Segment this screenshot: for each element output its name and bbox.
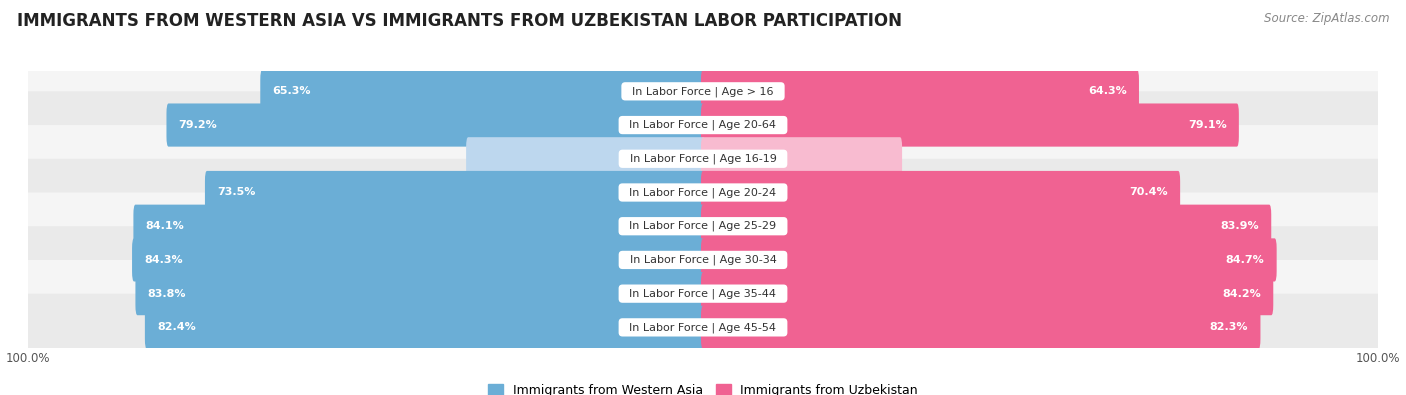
Text: 84.7%: 84.7% <box>1226 255 1264 265</box>
FancyBboxPatch shape <box>702 103 1239 147</box>
Text: In Labor Force | Age 20-64: In Labor Force | Age 20-64 <box>623 120 783 130</box>
Text: Source: ZipAtlas.com: Source: ZipAtlas.com <box>1264 12 1389 25</box>
Text: 84.3%: 84.3% <box>145 255 183 265</box>
Text: In Labor Force | Age 35-44: In Labor Force | Age 35-44 <box>623 288 783 299</box>
Text: IMMIGRANTS FROM WESTERN ASIA VS IMMIGRANTS FROM UZBEKISTAN LABOR PARTICIPATION: IMMIGRANTS FROM WESTERN ASIA VS IMMIGRAN… <box>17 12 901 30</box>
FancyBboxPatch shape <box>132 238 704 282</box>
Text: In Labor Force | Age 25-29: In Labor Force | Age 25-29 <box>623 221 783 231</box>
FancyBboxPatch shape <box>25 293 1381 361</box>
Text: 82.4%: 82.4% <box>157 322 195 332</box>
FancyBboxPatch shape <box>134 205 704 248</box>
Text: 64.3%: 64.3% <box>1088 87 1126 96</box>
Text: In Labor Force | Age 45-54: In Labor Force | Age 45-54 <box>623 322 783 333</box>
FancyBboxPatch shape <box>702 205 1271 248</box>
Text: In Labor Force | Age 16-19: In Labor Force | Age 16-19 <box>623 154 783 164</box>
Text: 83.8%: 83.8% <box>148 289 186 299</box>
FancyBboxPatch shape <box>702 70 1139 113</box>
FancyBboxPatch shape <box>25 58 1381 125</box>
Text: 79.2%: 79.2% <box>179 120 218 130</box>
FancyBboxPatch shape <box>25 125 1381 192</box>
Text: 34.8%: 34.8% <box>659 154 697 164</box>
FancyBboxPatch shape <box>702 238 1277 282</box>
FancyBboxPatch shape <box>135 272 704 315</box>
Text: 83.9%: 83.9% <box>1220 221 1260 231</box>
Text: 82.3%: 82.3% <box>1209 322 1249 332</box>
Text: In Labor Force | Age 30-34: In Labor Force | Age 30-34 <box>623 255 783 265</box>
FancyBboxPatch shape <box>25 260 1381 327</box>
FancyBboxPatch shape <box>166 103 704 147</box>
FancyBboxPatch shape <box>702 171 1180 214</box>
Legend: Immigrants from Western Asia, Immigrants from Uzbekistan: Immigrants from Western Asia, Immigrants… <box>482 379 924 395</box>
FancyBboxPatch shape <box>145 306 704 349</box>
FancyBboxPatch shape <box>260 70 704 113</box>
FancyBboxPatch shape <box>702 306 1260 349</box>
FancyBboxPatch shape <box>205 171 704 214</box>
FancyBboxPatch shape <box>702 137 903 181</box>
FancyBboxPatch shape <box>25 159 1381 226</box>
Text: 70.4%: 70.4% <box>1129 188 1168 198</box>
Text: 29.2%: 29.2% <box>709 154 747 164</box>
FancyBboxPatch shape <box>25 192 1381 260</box>
FancyBboxPatch shape <box>25 226 1381 293</box>
Text: 84.2%: 84.2% <box>1222 289 1261 299</box>
Text: 65.3%: 65.3% <box>273 87 311 96</box>
FancyBboxPatch shape <box>702 272 1274 315</box>
Text: 79.1%: 79.1% <box>1188 120 1226 130</box>
Text: In Labor Force | Age > 16: In Labor Force | Age > 16 <box>626 86 780 97</box>
Text: 84.1%: 84.1% <box>146 221 184 231</box>
FancyBboxPatch shape <box>25 91 1381 159</box>
Text: 73.5%: 73.5% <box>217 188 256 198</box>
FancyBboxPatch shape <box>467 137 704 181</box>
Text: In Labor Force | Age 20-24: In Labor Force | Age 20-24 <box>623 187 783 198</box>
